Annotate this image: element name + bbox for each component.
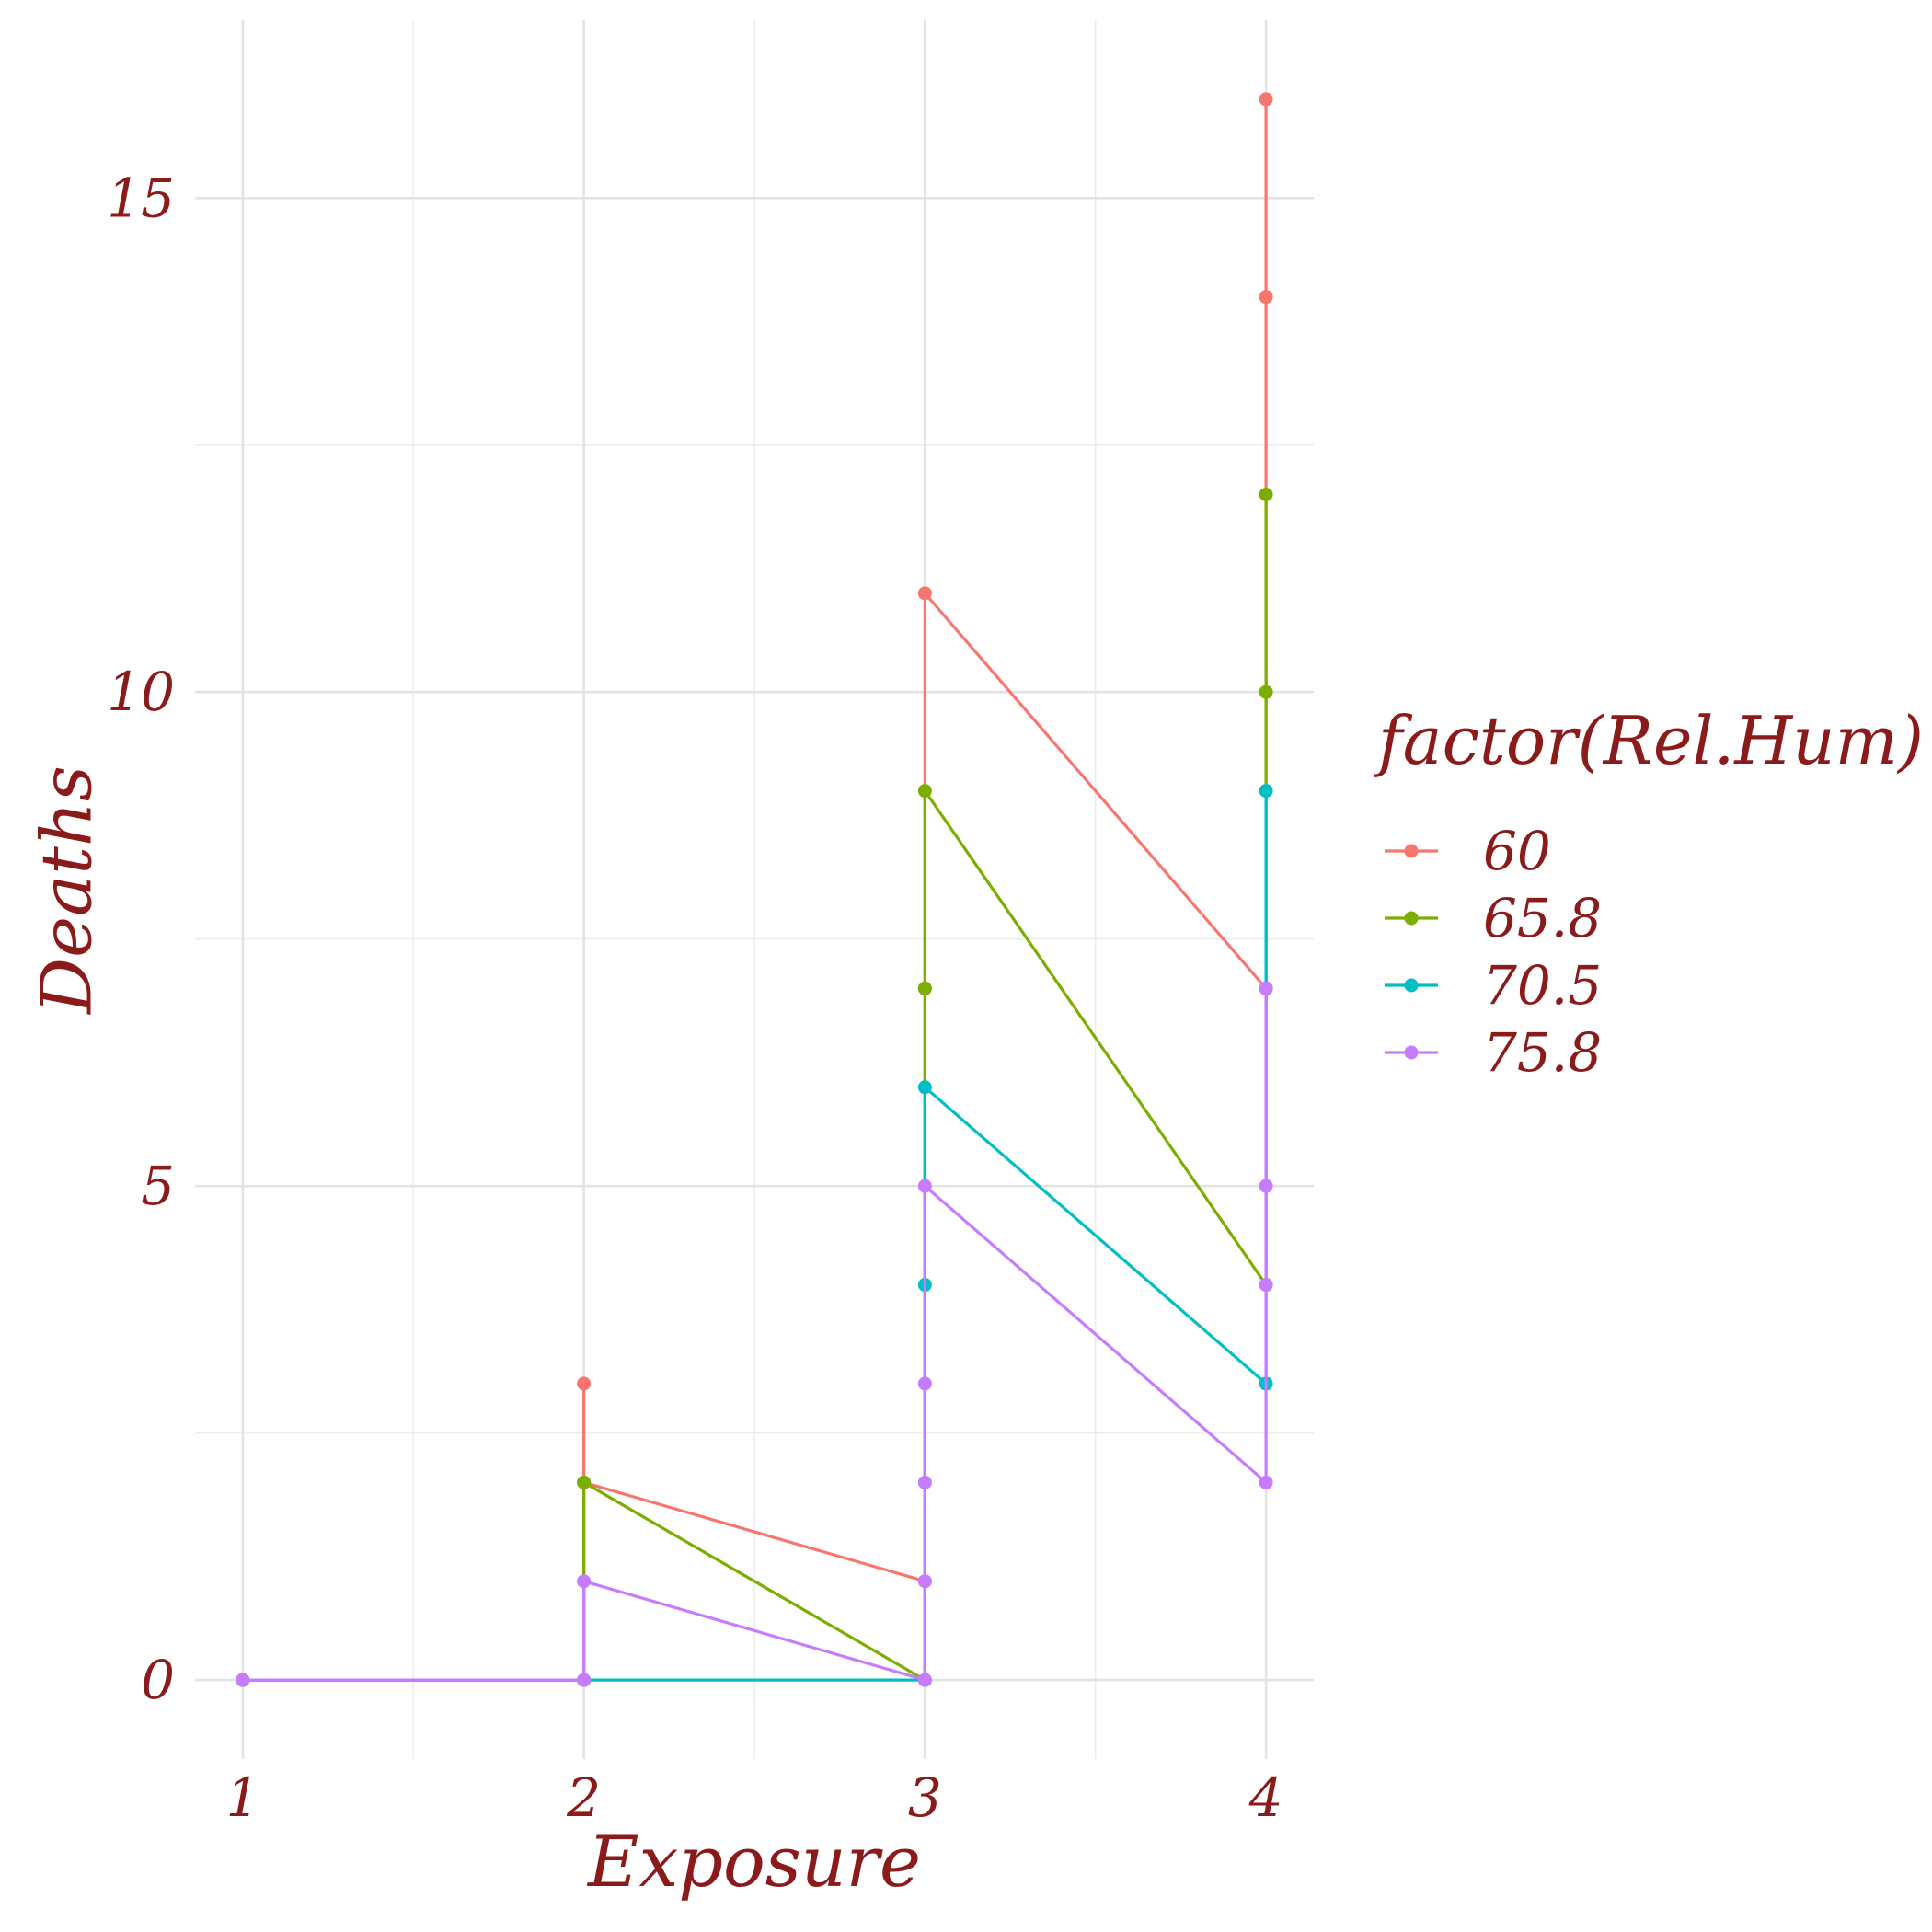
y-tick-label: 15 xyxy=(107,167,175,229)
data-point xyxy=(1259,1179,1273,1193)
data-point xyxy=(577,1376,592,1391)
data-point xyxy=(917,784,932,799)
x-tick-label: 2 xyxy=(566,1766,601,1829)
data-point xyxy=(577,1475,592,1489)
data-point xyxy=(917,586,932,601)
data-point xyxy=(1259,290,1273,305)
data-point xyxy=(1259,487,1273,501)
x-tick-label: 4 xyxy=(1248,1766,1283,1829)
data-point xyxy=(917,1376,932,1391)
legend-label: 75.8 xyxy=(1483,1021,1602,1084)
data-point xyxy=(917,981,932,995)
legend-key-point xyxy=(1404,844,1419,858)
data-point xyxy=(917,1179,932,1193)
y-tick-label: 10 xyxy=(107,661,175,723)
legend-item: 65.8 xyxy=(1385,887,1602,949)
data-point xyxy=(1259,1475,1273,1489)
data-point xyxy=(1259,784,1273,799)
data-point xyxy=(917,1080,932,1095)
data-point xyxy=(1259,92,1273,107)
series-layer xyxy=(236,92,1273,1687)
data-point xyxy=(917,1673,932,1687)
minor-gridlines xyxy=(195,20,1314,1759)
data-point xyxy=(577,1673,592,1687)
x-axis-ticks: 1 2 3 4 xyxy=(225,1766,1282,1829)
x-axis-title: Exposure xyxy=(586,1821,921,1903)
data-point xyxy=(917,1475,932,1489)
legend-label: 65.8 xyxy=(1483,887,1602,949)
data-point xyxy=(577,1574,592,1589)
legend-label: 70.5 xyxy=(1483,954,1602,1017)
data-point xyxy=(1259,684,1273,699)
legend-key-point xyxy=(1404,1045,1419,1060)
data-point xyxy=(1259,1278,1273,1293)
y-tick-label: 5 xyxy=(141,1155,175,1217)
legend-item: 70.5 xyxy=(1385,954,1602,1017)
y-axis-ticks: 0 5 10 15 xyxy=(107,167,175,1711)
data-point xyxy=(236,1673,250,1687)
series-75.8 xyxy=(236,981,1273,1687)
x-tick-label: 3 xyxy=(908,1766,942,1829)
y-axis-title: Deaths xyxy=(26,765,108,1016)
legend-title: factor(Rel.Hum) xyxy=(1374,702,1924,779)
legend-item: 60 xyxy=(1385,820,1551,882)
legend-label: 60 xyxy=(1483,820,1551,882)
data-point xyxy=(1259,981,1273,995)
data-point xyxy=(917,1574,932,1589)
x-tick-label: 1 xyxy=(225,1766,259,1829)
series-line xyxy=(242,988,1268,1682)
legend-key-point xyxy=(1404,911,1419,926)
legend-item: 75.8 xyxy=(1385,1021,1602,1084)
legend-key-point xyxy=(1404,978,1419,993)
y-tick-label: 0 xyxy=(141,1649,175,1711)
